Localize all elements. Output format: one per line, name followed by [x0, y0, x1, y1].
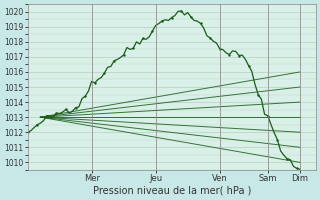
X-axis label: Pression niveau de la mer( hPa ): Pression niveau de la mer( hPa ): [92, 186, 251, 196]
